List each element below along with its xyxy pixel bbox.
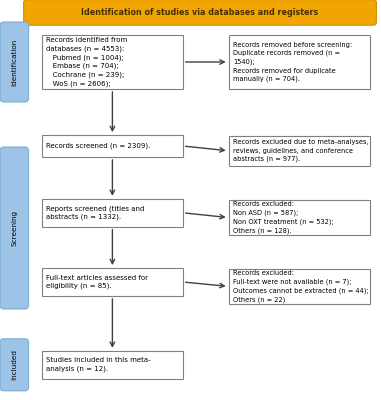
FancyBboxPatch shape <box>229 35 370 89</box>
FancyBboxPatch shape <box>0 147 29 309</box>
Text: Identification: Identification <box>11 38 17 86</box>
Text: Records identified from
databases (n = 4553):
   Pubmed (n = 1004);
   Embase (n: Records identified from databases (n = 4… <box>46 37 128 87</box>
FancyBboxPatch shape <box>42 199 183 227</box>
FancyBboxPatch shape <box>42 135 183 157</box>
Text: Records removed before screening:
Duplicate records removed (n =
1540);
Records : Records removed before screening: Duplic… <box>233 42 352 82</box>
Text: Records screened (n = 2309).: Records screened (n = 2309). <box>46 143 151 149</box>
FancyBboxPatch shape <box>42 351 183 379</box>
Text: Records excluded:
Full-text were not available (n = 7);
Outcomes cannot be extra: Records excluded: Full-text were not ava… <box>233 270 369 302</box>
FancyBboxPatch shape <box>0 22 29 102</box>
FancyBboxPatch shape <box>42 35 183 89</box>
Text: Reports screened (titles and
abstracts (n = 1332).: Reports screened (titles and abstracts (… <box>46 205 145 220</box>
Text: Records excluded due to meta-analyses,
reviews, guidelines, and conference
abstr: Records excluded due to meta-analyses, r… <box>233 139 369 162</box>
Text: Identification of studies via databases and registers: Identification of studies via databases … <box>82 8 319 17</box>
FancyBboxPatch shape <box>42 268 183 296</box>
FancyBboxPatch shape <box>0 339 29 391</box>
Text: Screening: Screening <box>11 210 17 246</box>
Text: Full-text articles assessed for
eligibility (n = 85).: Full-text articles assessed for eligibil… <box>46 275 149 289</box>
FancyBboxPatch shape <box>24 0 376 25</box>
Text: Records excluded:
Non ASD (n = 587);
Non OXT treatment (n = 532);
Others (n = 12: Records excluded: Non ASD (n = 587); Non… <box>233 202 334 234</box>
Text: Included: Included <box>11 349 17 380</box>
FancyBboxPatch shape <box>229 200 370 235</box>
FancyBboxPatch shape <box>229 269 370 304</box>
Text: Studies included in this meta-
analysis (n = 12).: Studies included in this meta- analysis … <box>46 358 151 372</box>
FancyBboxPatch shape <box>229 136 370 166</box>
